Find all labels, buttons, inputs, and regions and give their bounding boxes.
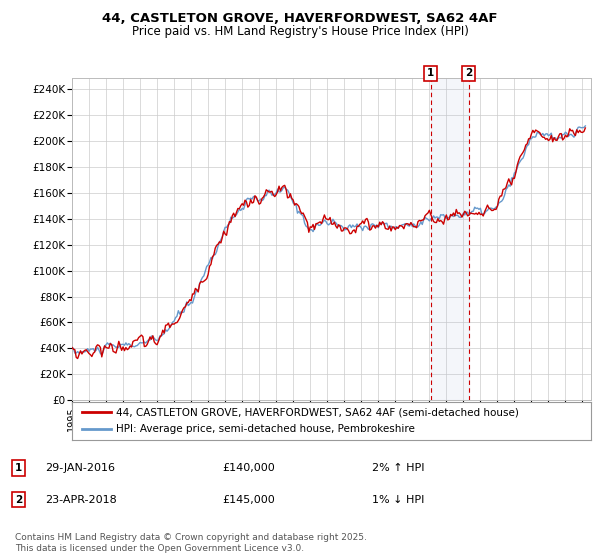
Text: £145,000: £145,000 [222,494,275,505]
Text: 2: 2 [465,68,472,78]
Text: 1% ↓ HPI: 1% ↓ HPI [372,494,424,505]
Text: HPI: Average price, semi-detached house, Pembrokeshire: HPI: Average price, semi-detached house,… [116,424,415,434]
Text: 1: 1 [15,463,22,473]
Text: 44, CASTLETON GROVE, HAVERFORDWEST, SA62 4AF (semi-detached house): 44, CASTLETON GROVE, HAVERFORDWEST, SA62… [116,407,519,417]
Text: 2% ↑ HPI: 2% ↑ HPI [372,463,425,473]
Text: Contains HM Land Registry data © Crown copyright and database right 2025.
This d: Contains HM Land Registry data © Crown c… [15,533,367,553]
Bar [431,78,469,400]
Text: 29-JAN-2016: 29-JAN-2016 [45,463,115,473]
Text: 1: 1 [427,68,434,78]
Text: 2: 2 [15,494,22,505]
Text: 23-APR-2018: 23-APR-2018 [45,494,117,505]
Text: £140,000: £140,000 [222,463,275,473]
Text: Price paid vs. HM Land Registry's House Price Index (HPI): Price paid vs. HM Land Registry's House … [131,25,469,38]
Text: 44, CASTLETON GROVE, HAVERFORDWEST, SA62 4AF: 44, CASTLETON GROVE, HAVERFORDWEST, SA62… [102,12,498,25]
